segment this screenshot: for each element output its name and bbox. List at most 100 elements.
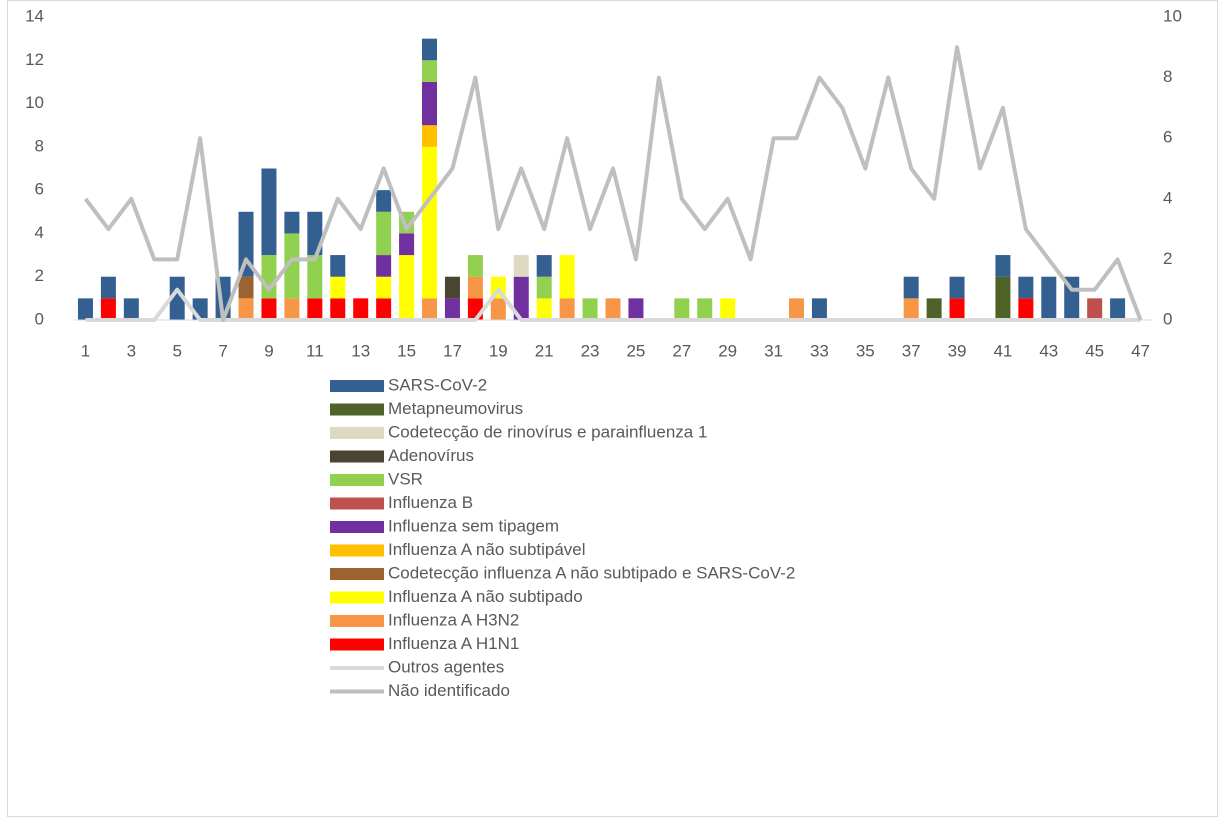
x-tick-label: 25 (626, 341, 645, 360)
y2-tick-label: 6 (1163, 128, 1172, 147)
y-tick-label: 2 (35, 266, 44, 285)
bar-segment (399, 255, 415, 320)
bar-segment (307, 298, 323, 320)
legend-label: Adenovírus (388, 446, 474, 465)
x-tick-label: 9 (264, 341, 273, 360)
legend-label: Influenza B (388, 493, 473, 512)
y-tick-label: 10 (25, 93, 44, 112)
bar-segment (903, 276, 919, 299)
bar-segment (330, 298, 346, 320)
bar-segment (376, 255, 392, 277)
y-tick-label: 0 (35, 309, 44, 328)
bar-segment (513, 276, 529, 320)
bar-segment (536, 255, 552, 277)
bar-segment (284, 211, 300, 234)
bar-segment (284, 298, 300, 320)
bar-segment (467, 276, 483, 299)
bar-segment (1110, 298, 1126, 320)
x-tick-label: 45 (1085, 341, 1104, 360)
bar-segment (261, 255, 277, 299)
bar-segment (422, 60, 438, 82)
x-tick-label: 5 (172, 341, 181, 360)
y2-tick-label: 4 (1163, 188, 1172, 207)
legend-swatch (330, 568, 384, 580)
bar-segment (559, 255, 575, 299)
bar-segment (444, 298, 460, 320)
bar-segment (422, 81, 438, 126)
x-tick-label: 11 (306, 341, 324, 360)
y2-tick-label: 8 (1163, 67, 1172, 86)
bar-segment (995, 255, 1011, 277)
x-tick-label: 23 (581, 341, 600, 360)
bar-segment (238, 276, 254, 299)
x-tick-label: 41 (993, 341, 1012, 360)
bar-segment (628, 298, 644, 320)
bar-segment (307, 255, 323, 299)
bar-segment (376, 190, 392, 212)
legend-label: Outros agentes (388, 657, 504, 676)
legend-swatch (330, 638, 384, 651)
legend-swatch (330, 380, 384, 392)
bar-segment (513, 255, 529, 277)
bar-segment (490, 298, 506, 320)
y-tick-label: 8 (35, 136, 44, 155)
x-tick-label: 13 (351, 341, 370, 360)
x-tick-label: 17 (443, 341, 462, 360)
legend-swatch (330, 450, 384, 463)
x-tick-label: 7 (218, 341, 227, 360)
legend-swatch (330, 591, 384, 604)
x-tick-label: 27 (672, 341, 691, 360)
x-tick-label: 19 (489, 341, 508, 360)
bar-segment (605, 298, 621, 320)
legend-label: Não identificado (388, 681, 510, 700)
x-tick-label: 33 (810, 341, 829, 360)
legend-label: Influenza A H3N2 (388, 610, 519, 629)
legend-swatch (330, 521, 384, 533)
y2-tick-label: 2 (1163, 249, 1172, 268)
bar-segment (100, 298, 116, 320)
bar-segment (422, 146, 438, 299)
bar-segment (1018, 298, 1034, 320)
bar-segment (284, 233, 300, 299)
legend-label: Influenza A H1N1 (388, 634, 519, 653)
bar-segment (238, 298, 254, 320)
legend-label: Influenza A não subtipado (388, 587, 583, 606)
bar-segment (1018, 276, 1034, 299)
bar-segment (582, 298, 598, 320)
legend-label: Influenza sem tipagem (388, 516, 559, 535)
legend-label: VSR (388, 469, 423, 488)
x-tick-label: 1 (81, 341, 90, 360)
x-tick-label: 37 (902, 341, 921, 360)
chart-frame (7, 0, 1218, 817)
bar-segment (926, 298, 942, 320)
bar-segment (903, 298, 919, 320)
bar-segment (559, 298, 575, 320)
legend-swatch (330, 474, 384, 486)
x-tick-label: 21 (535, 341, 554, 360)
bar-segment (399, 233, 415, 256)
legend-swatch (330, 403, 384, 416)
bar-segment (995, 276, 1011, 320)
bar-segment (376, 298, 392, 320)
y2-tick-label: 0 (1163, 309, 1172, 328)
legend-swatch (330, 427, 384, 439)
bar-segment (238, 211, 254, 277)
bar-segment (444, 276, 460, 299)
bar-segment (123, 298, 139, 320)
bar-segment (330, 255, 346, 277)
x-tick-label: 29 (718, 341, 737, 360)
x-tick-label: 39 (948, 341, 967, 360)
bar-segment (169, 276, 185, 320)
x-tick-label: 47 (1131, 341, 1150, 360)
bar-segment (536, 298, 552, 320)
legend-label: Codetecção de rinovírus e parainfluenza … (388, 422, 707, 441)
bar-segment (422, 125, 438, 147)
bar-segment (100, 276, 116, 299)
x-tick-label: 35 (856, 341, 875, 360)
legend-swatch (330, 497, 384, 510)
bar-segment (674, 298, 690, 320)
bar-segment (261, 298, 277, 320)
bar-segment (697, 298, 713, 320)
bar-segment (77, 298, 93, 320)
line-series (85, 287, 1141, 322)
